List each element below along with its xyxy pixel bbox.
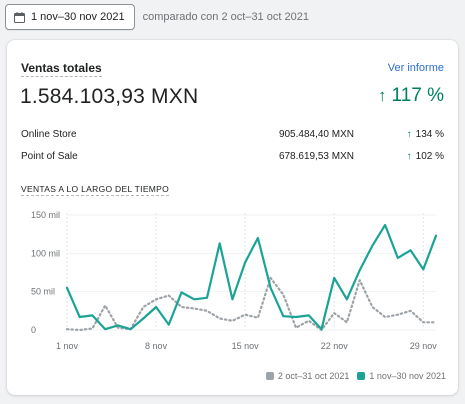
date-range-button[interactable]: 1 nov–30 nov 2021 bbox=[5, 4, 135, 30]
breakdown-label: Point of Sale bbox=[21, 151, 78, 162]
total-change-value: 117 % bbox=[391, 85, 444, 106]
breakdown-change-value: 102 % bbox=[415, 151, 444, 162]
y-tick-label: 50 mil bbox=[31, 287, 55, 297]
y-tick-label: 0 bbox=[31, 325, 36, 335]
legend-item-previous[interactable]: 2 oct–31 oct 2021 bbox=[265, 371, 350, 381]
x-tick-label: 22 nov bbox=[321, 341, 349, 351]
legend-label-current: 1 nov–30 nov 2021 bbox=[369, 371, 446, 381]
series-line-current bbox=[65, 223, 438, 331]
breakdown-change: ↑ 134 % bbox=[407, 129, 444, 140]
total-sales-change: ↑ 117 % bbox=[378, 85, 444, 107]
chart-legend: 2 oct–31 oct 2021 1 nov–30 nov 2021 bbox=[258, 371, 446, 381]
breakdown-amount: 905.484,40 MXN bbox=[278, 129, 354, 140]
arrow-up-icon: ↑ bbox=[406, 129, 412, 140]
legend-label-previous: 2 oct–31 oct 2021 bbox=[277, 371, 350, 381]
chart-heading: VENTAS A LO LARGO DEL TIEMPO bbox=[21, 184, 170, 196]
breakdown-row: Online Store 905.484,40 MXN ↑ 134 % bbox=[21, 129, 444, 145]
view-report-link[interactable]: Ver informe bbox=[387, 62, 444, 74]
legend-swatch-previous bbox=[265, 372, 274, 380]
sales-over-time-chart: 1 nov 8 nov 15 nov 22 nov 29 nov 0 50 mil 100 m… bbox=[31, 210, 438, 351]
calendar-icon bbox=[14, 11, 25, 23]
breakdown-amount: 678.619,53 MXN bbox=[278, 151, 354, 162]
compare-text: comparado con 2 oct–31 oct 2021 bbox=[142, 11, 309, 23]
date-range-label: 1 nov–30 nov 2021 bbox=[31, 11, 125, 23]
breakdown-label: Online Store bbox=[21, 129, 77, 140]
y-tick-label: 150 mil bbox=[31, 210, 60, 220]
breakdown-change: ↑ 102 % bbox=[407, 151, 444, 162]
x-tick-label: 8 nov bbox=[145, 341, 168, 351]
legend-item-current[interactable]: 1 nov–30 nov 2021 bbox=[357, 371, 446, 381]
breakdown-change-value: 134 % bbox=[415, 129, 444, 140]
legend-swatch-current bbox=[357, 372, 366, 380]
total-sales-value: 1.584.103,93 MXN bbox=[20, 85, 199, 108]
toolbar: 1 nov–30 nov 2021 comparado con 2 oct–31… bbox=[5, 3, 309, 31]
x-tick-label: 15 nov bbox=[232, 341, 260, 351]
arrow-up-icon: ↑ bbox=[406, 151, 412, 162]
card-title: Ventas totales bbox=[21, 61, 102, 77]
series-line-previous bbox=[65, 276, 438, 332]
breakdown-row: Point of Sale 678.619,53 MXN ↑ 102 % bbox=[21, 151, 444, 167]
x-tick-label: 29 nov bbox=[410, 341, 438, 351]
x-tick-label: 1 nov bbox=[56, 341, 79, 351]
arrow-up-icon: ↑ bbox=[378, 86, 387, 105]
total-sales-card: Ventas totales Ver informe 1.584.103,93 … bbox=[7, 40, 458, 395]
y-tick-label: 100 mil bbox=[31, 248, 60, 258]
